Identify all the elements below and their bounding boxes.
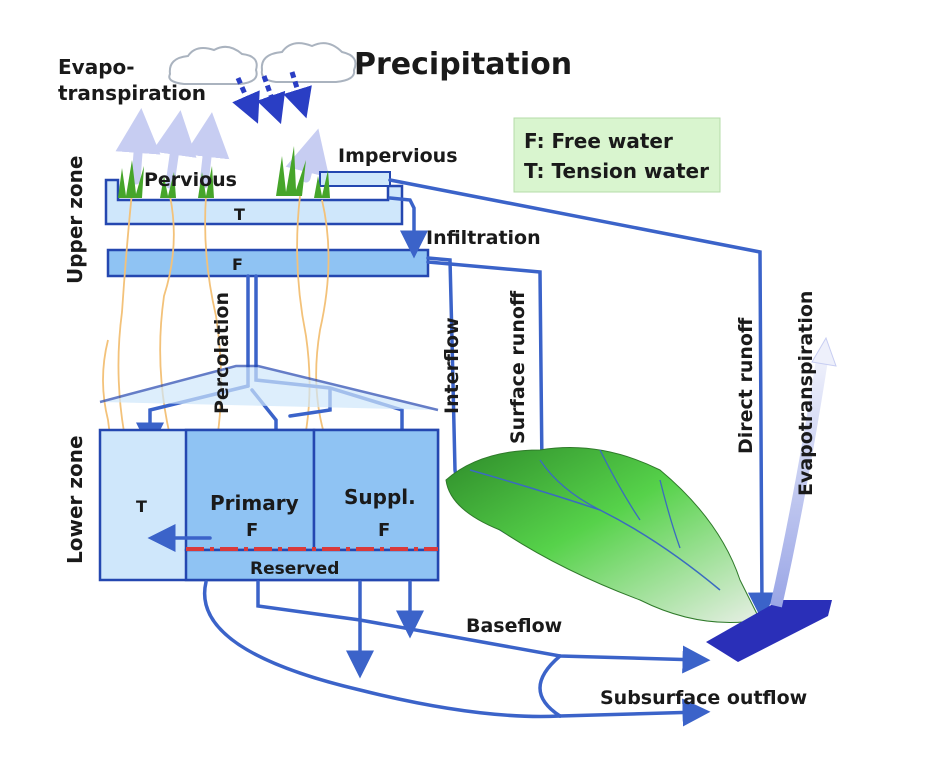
reserved-label: Reserved xyxy=(250,559,339,579)
legend: F: Free water T: Tension water xyxy=(513,117,721,193)
grass-icon xyxy=(118,146,330,198)
outflow-pipes xyxy=(202,580,711,727)
primary-label: Primary xyxy=(210,491,299,515)
catchment-terrain xyxy=(445,447,761,623)
surface-runoff-label: Surface runoff xyxy=(507,290,529,444)
channel-outlet xyxy=(706,600,832,662)
legend-free-water: F: Free water xyxy=(524,129,673,153)
upper-zone-label: Upper zone xyxy=(63,156,87,284)
baseflow-label: Baseflow xyxy=(466,615,562,637)
impervious-label: Impervious xyxy=(338,145,458,167)
evapotranspiration-right-arrow xyxy=(770,336,837,608)
subsurface-outflow-label: Subsurface outflow xyxy=(600,687,807,709)
primary-f-label: F xyxy=(246,520,258,541)
legend-tension-water: T: Tension water xyxy=(524,159,709,183)
evapotranspiration-right-label: Evapotranspiration xyxy=(795,291,817,496)
lower-zone-tanks xyxy=(98,428,440,582)
upper-f-label: F xyxy=(232,255,243,274)
pervious-label: Pervious xyxy=(144,169,237,191)
evapotranspiration-arrows xyxy=(115,108,330,189)
evapo-label-line2: transpiration xyxy=(58,81,206,105)
interflow-label: Interflow xyxy=(441,317,463,414)
rain-arrows xyxy=(232,71,312,125)
precipitation-label: Precipitation xyxy=(354,47,572,82)
suppl-f-label: F xyxy=(378,520,390,541)
lower-zone-label: Lower zone xyxy=(63,435,87,564)
infiltration-label: Infiltration xyxy=(426,227,541,249)
upper-zone-free-tank xyxy=(106,248,430,278)
lower-t-label: T xyxy=(136,497,147,516)
direct-runoff-label: Direct runoff xyxy=(735,317,757,454)
lower-zone-funnel xyxy=(99,364,439,412)
suppl-label: Suppl. xyxy=(344,485,416,509)
upper-t-label: T xyxy=(234,205,245,224)
cloud-icon xyxy=(168,42,357,85)
evapo-label-line1: Evapo- xyxy=(58,55,135,79)
percolation-label: Percolation xyxy=(211,292,233,414)
impervious-surface xyxy=(319,171,391,187)
